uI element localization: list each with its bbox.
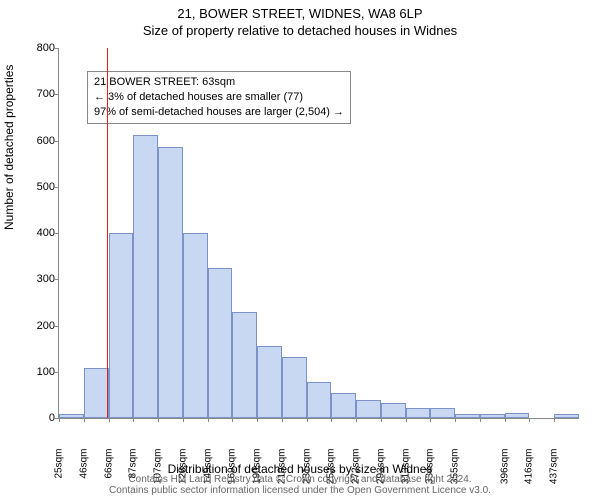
y-tick-mark bbox=[55, 187, 59, 188]
y-tick-mark bbox=[55, 48, 59, 49]
histogram-bar bbox=[158, 147, 183, 418]
histogram-bar bbox=[356, 400, 381, 418]
histogram-bar bbox=[307, 382, 332, 418]
x-tick-mark bbox=[356, 418, 357, 422]
page-title: 21, BOWER STREET, WIDNES, WA8 6LP bbox=[0, 0, 600, 21]
annotation-line-2: ← 3% of detached houses are smaller (77) bbox=[94, 90, 344, 105]
x-tick-mark bbox=[109, 418, 110, 422]
x-tick-mark bbox=[455, 418, 456, 422]
y-tick-label: 800 bbox=[23, 42, 55, 54]
y-tick-mark bbox=[55, 94, 59, 95]
histogram-bar bbox=[455, 414, 480, 418]
footer-line-2: Contains public sector information licen… bbox=[0, 485, 600, 496]
y-tick-label: 200 bbox=[23, 320, 55, 332]
x-tick-mark bbox=[381, 418, 382, 422]
histogram-bar bbox=[133, 135, 158, 418]
y-tick-mark bbox=[55, 233, 59, 234]
histogram-bar bbox=[406, 408, 431, 418]
footer-line-1: Contains HM Land Registry data © Crown c… bbox=[0, 474, 600, 485]
annotation-line-3: 97% of semi-detached houses are larger (… bbox=[94, 105, 344, 120]
histogram-bar bbox=[381, 403, 406, 418]
histogram-bar bbox=[109, 233, 134, 418]
annotation-box: 21 BOWER STREET: 63sqm ← 3% of detached … bbox=[87, 71, 351, 124]
y-tick-mark bbox=[55, 279, 59, 280]
x-tick-mark bbox=[257, 418, 258, 422]
y-tick-label: 600 bbox=[23, 135, 55, 147]
x-tick-mark bbox=[505, 418, 506, 422]
x-tick-mark bbox=[208, 418, 209, 422]
x-tick-mark bbox=[84, 418, 85, 422]
x-tick-mark bbox=[430, 418, 431, 422]
x-tick-mark bbox=[183, 418, 184, 422]
histogram-bar bbox=[208, 268, 233, 418]
x-tick-mark bbox=[232, 418, 233, 422]
histogram-bar bbox=[84, 368, 109, 418]
histogram-bar bbox=[183, 233, 208, 418]
annotation-line-1: 21 BOWER STREET: 63sqm bbox=[94, 75, 344, 90]
footer-attribution: Contains HM Land Registry data © Crown c… bbox=[0, 474, 600, 496]
histogram-bar bbox=[505, 413, 530, 418]
x-tick-mark bbox=[331, 418, 332, 422]
y-tick-label: 500 bbox=[23, 181, 55, 193]
x-tick-mark bbox=[158, 418, 159, 422]
histogram-bar bbox=[282, 357, 307, 418]
histogram-bar bbox=[554, 414, 579, 418]
y-tick-mark bbox=[55, 372, 59, 373]
y-tick-mark bbox=[55, 326, 59, 327]
x-tick-mark bbox=[59, 418, 60, 422]
y-tick-mark bbox=[55, 141, 59, 142]
histogram-bar bbox=[331, 393, 356, 418]
x-tick-mark bbox=[554, 418, 555, 422]
histogram-bar bbox=[257, 346, 282, 418]
x-tick-mark bbox=[480, 418, 481, 422]
histogram-bar bbox=[59, 414, 84, 418]
y-axis-label: Number of detached properties bbox=[2, 65, 16, 230]
x-tick-mark bbox=[133, 418, 134, 422]
y-tick-label: 0 bbox=[23, 412, 55, 424]
y-tick-label: 100 bbox=[23, 366, 55, 378]
histogram-bar bbox=[480, 414, 505, 418]
x-tick-mark bbox=[406, 418, 407, 422]
histogram-bar bbox=[430, 408, 455, 418]
chart-plot-area: 21 BOWER STREET: 63sqm ← 3% of detached … bbox=[58, 48, 579, 419]
x-tick-mark bbox=[282, 418, 283, 422]
page-subtitle: Size of property relative to detached ho… bbox=[0, 21, 600, 38]
x-tick-mark bbox=[529, 418, 530, 422]
property-marker-line bbox=[107, 48, 108, 418]
y-tick-label: 400 bbox=[23, 227, 55, 239]
y-tick-label: 700 bbox=[23, 88, 55, 100]
x-tick-mark bbox=[307, 418, 308, 422]
y-tick-label: 300 bbox=[23, 273, 55, 285]
histogram-bar bbox=[232, 312, 257, 418]
